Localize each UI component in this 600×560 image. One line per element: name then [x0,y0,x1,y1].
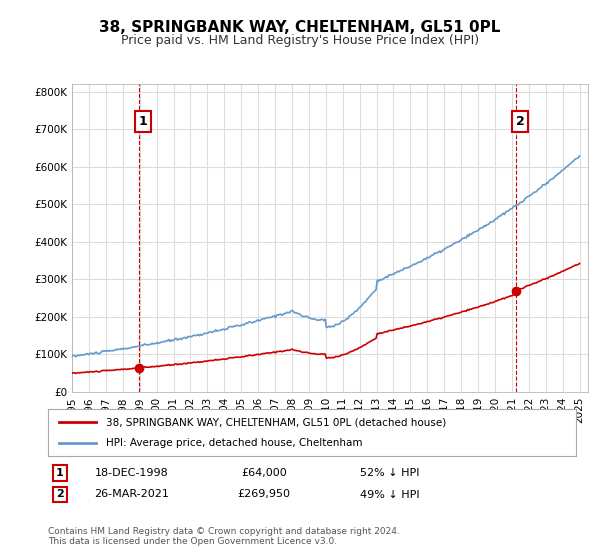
Text: 18-DEC-1998: 18-DEC-1998 [95,468,169,478]
Text: 49% ↓ HPI: 49% ↓ HPI [360,489,420,500]
Text: 38, SPRINGBANK WAY, CHELTENHAM, GL51 0PL (detached house): 38, SPRINGBANK WAY, CHELTENHAM, GL51 0PL… [106,417,446,427]
Text: £269,950: £269,950 [238,489,290,500]
Text: 1: 1 [139,115,148,128]
Text: 2: 2 [516,115,525,128]
Text: 52% ↓ HPI: 52% ↓ HPI [360,468,420,478]
Text: 1: 1 [56,468,64,478]
Text: 26-MAR-2021: 26-MAR-2021 [95,489,169,500]
Text: 38, SPRINGBANK WAY, CHELTENHAM, GL51 0PL: 38, SPRINGBANK WAY, CHELTENHAM, GL51 0PL [100,20,500,35]
Text: Price paid vs. HM Land Registry's House Price Index (HPI): Price paid vs. HM Land Registry's House … [121,34,479,46]
Text: 2: 2 [56,489,64,500]
Text: £64,000: £64,000 [241,468,287,478]
Text: Contains HM Land Registry data © Crown copyright and database right 2024.
This d: Contains HM Land Registry data © Crown c… [48,526,400,546]
Text: HPI: Average price, detached house, Cheltenham: HPI: Average price, detached house, Chel… [106,438,362,448]
